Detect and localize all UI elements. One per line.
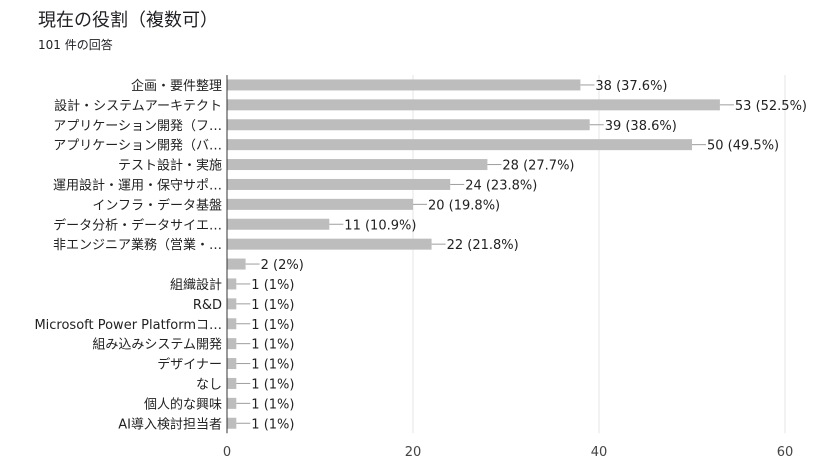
- category-label: 運用設計・運用・保守サポ…: [53, 177, 222, 193]
- category-label: 設計・システムアーキテクト: [54, 98, 222, 114]
- bar: [227, 178, 451, 190]
- category-label: 組み込みシステム開発: [92, 338, 222, 353]
- bar: [227, 397, 237, 409]
- category-label: 組織設計: [170, 277, 222, 293]
- bar: [227, 99, 720, 111]
- bar-value-label: 24 (23.8%): [465, 178, 537, 193]
- bar: [227, 218, 330, 230]
- category-label: インフラ・データ基盤: [92, 197, 222, 213]
- bar-value-label: 11 (10.9%): [344, 218, 416, 233]
- bar: [227, 119, 590, 131]
- response-count: 101 件の回答: [38, 38, 113, 52]
- bar: [227, 358, 237, 370]
- category-label: Microsoft Power Platformコ…: [34, 318, 222, 333]
- bar-value-label: 2 (2%): [261, 258, 304, 273]
- category-label: AI導入検討担当者: [118, 416, 222, 432]
- x-tick-label: 60: [777, 445, 794, 460]
- bar: [227, 417, 237, 429]
- bar: [227, 278, 237, 290]
- bar: [227, 338, 237, 350]
- category-label: アプリケーション開発（フ…: [53, 119, 222, 134]
- bar: [227, 198, 413, 210]
- bar-value-label: 1 (1%): [251, 338, 294, 353]
- x-tick-label: 20: [405, 445, 422, 460]
- category-label: データ分析・データサイエ…: [53, 217, 222, 233]
- bar-value-label: 50 (49.5%): [707, 139, 779, 154]
- bar: [227, 79, 581, 91]
- bar-value-label: 22 (21.8%): [447, 238, 519, 253]
- category-label: テスト設計・実施: [118, 158, 222, 174]
- x-tick-label: 0: [223, 445, 231, 460]
- category-label: デザイナー: [157, 357, 222, 373]
- bar-value-label: 39 (38.6%): [605, 119, 677, 134]
- bar-value-label: 1 (1%): [251, 397, 294, 412]
- category-label: 企画・要件整理: [131, 78, 222, 94]
- bar-value-label: 20 (19.8%): [428, 198, 500, 213]
- bar-value-label: 53 (52.5%): [735, 99, 807, 114]
- bar-value-label: 1 (1%): [251, 318, 294, 333]
- bar-value-label: 1 (1%): [251, 377, 294, 392]
- bar-value-label: 1 (1%): [251, 278, 294, 293]
- bar-value-label: 1 (1%): [251, 417, 294, 432]
- category-label: アプリケーション開発（バ…: [53, 139, 222, 154]
- category-label: R&D: [193, 298, 222, 313]
- chart-title: 現在の役割（複数可）: [38, 10, 218, 31]
- bar: [227, 258, 246, 270]
- bar: [227, 139, 692, 151]
- bar-value-label: 1 (1%): [251, 358, 294, 373]
- bar: [227, 159, 488, 171]
- bar: [227, 238, 432, 250]
- category-label: 非エンジニア業務（営業・…: [53, 237, 222, 253]
- bar: [227, 298, 237, 310]
- category-label: 個人的な興味: [144, 396, 222, 412]
- category-label: なし: [196, 377, 222, 392]
- bar: [227, 377, 237, 389]
- bar-value-label: 28 (27.7%): [502, 159, 574, 174]
- bar: [227, 318, 237, 330]
- bar-value-label: 1 (1%): [251, 298, 294, 313]
- x-tick-label: 40: [591, 445, 608, 460]
- bar-value-label: 38 (37.6%): [595, 79, 667, 94]
